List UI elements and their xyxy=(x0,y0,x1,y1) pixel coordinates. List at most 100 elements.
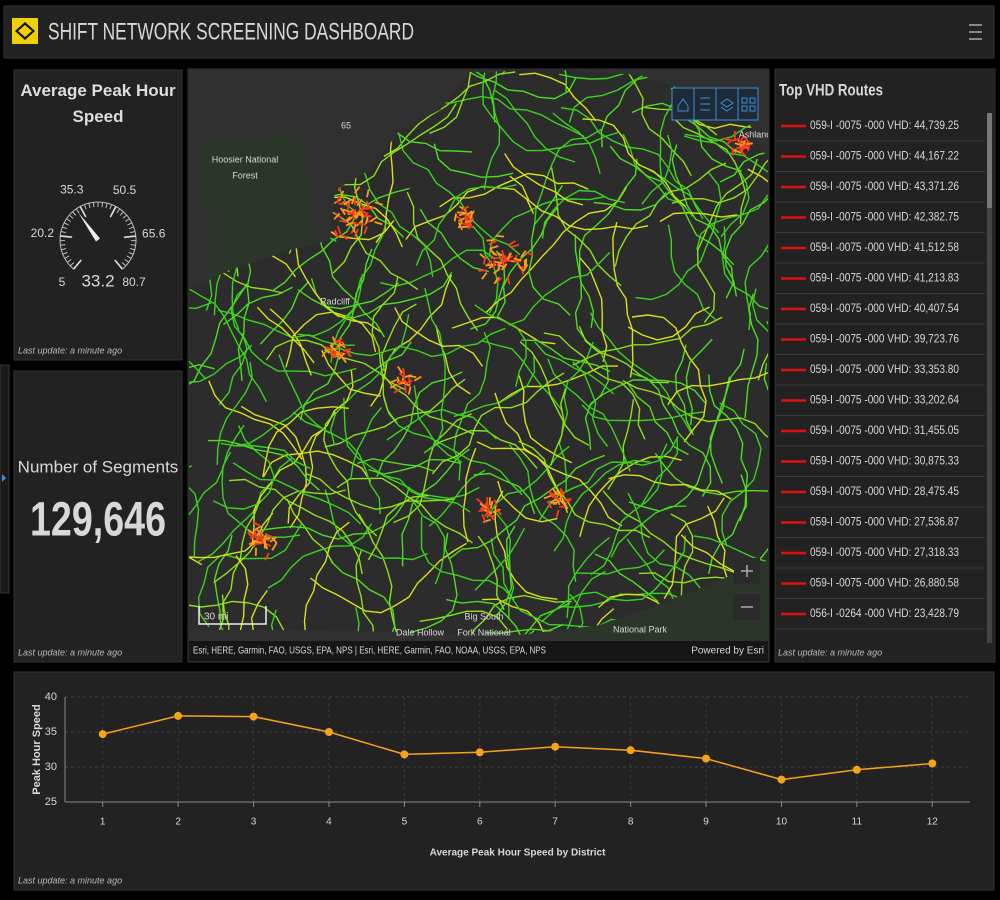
road xyxy=(218,332,248,406)
road xyxy=(584,379,706,450)
road xyxy=(720,168,750,238)
data-point[interactable] xyxy=(702,754,711,763)
basemap-button[interactable] xyxy=(737,87,759,121)
congested-road xyxy=(339,207,346,216)
route-item[interactable]: 059-I -0075 -000 VHD: 27,318.33 xyxy=(810,545,959,559)
road xyxy=(207,439,320,491)
map-label: 65 xyxy=(341,120,351,130)
attribution-bar xyxy=(189,641,768,661)
gauge-tick xyxy=(114,259,124,270)
route-item[interactable]: 059-I -0075 -000 VHD: 41,213.83 xyxy=(810,271,959,285)
route-item[interactable]: 059-I -0075 -000 VHD: 27,536.87 xyxy=(810,515,959,529)
layers-button[interactable] xyxy=(715,87,739,121)
road xyxy=(324,489,428,561)
gauge-minor-tick xyxy=(66,218,71,222)
road xyxy=(552,112,601,174)
chart-panel xyxy=(13,671,995,891)
data-point[interactable] xyxy=(551,742,560,751)
route-item[interactable]: 056-I -0264 -000 VHD: 23,428.79 xyxy=(810,606,959,620)
route-item[interactable]: 059-I -0075 -000 VHD: 28,475.45 xyxy=(810,484,959,498)
route-item[interactable]: 059-I -0075 -000 VHD: 33,353.80 xyxy=(810,362,959,376)
data-point[interactable] xyxy=(400,750,409,759)
zoom-icons xyxy=(741,565,753,608)
congested-road xyxy=(486,239,495,242)
route-item[interactable]: 059-I -0075 -000 VHD: 42,382.75 xyxy=(810,210,959,224)
road xyxy=(428,469,486,527)
road xyxy=(495,602,571,635)
road xyxy=(414,594,572,635)
scroll-thumb[interactable] xyxy=(987,113,992,208)
gauge-minor-tick xyxy=(126,255,132,259)
data-point[interactable] xyxy=(324,728,333,736)
congested-road xyxy=(340,355,347,364)
route-item[interactable]: 059-I -0075 -000 VHD: 40,407.54 xyxy=(810,301,959,315)
route-item[interactable]: 059-I -0075 -000 VHD: 41,512.58 xyxy=(810,240,959,254)
data-point[interactable] xyxy=(98,730,107,739)
route-item[interactable]: 059-I -0075 -000 VHD: 44,167.22 xyxy=(810,149,959,163)
scrollbar[interactable] xyxy=(987,113,992,643)
gauge-minor-tick xyxy=(128,226,134,230)
road xyxy=(671,91,768,204)
chart-footer: Last update: a minute ago xyxy=(18,875,122,885)
gauge-minor-tick xyxy=(62,226,68,230)
gauge-minor-tick xyxy=(124,258,130,263)
gauge-minor-tick xyxy=(88,203,91,209)
x-tick-label: 5 xyxy=(402,817,408,828)
road xyxy=(453,331,491,481)
route-item[interactable]: 059-I -0075 -000 VHD: 44,739.25 xyxy=(810,118,959,132)
road xyxy=(751,288,768,347)
gauge-minor-tick xyxy=(61,248,67,251)
road xyxy=(376,371,463,477)
data-point[interactable] xyxy=(852,765,861,774)
data-point[interactable] xyxy=(777,775,786,784)
road xyxy=(640,437,679,506)
gauge-tick-label: 80.7 xyxy=(122,275,146,289)
menu-button[interactable] xyxy=(969,24,982,40)
gauge-value: 33.2 xyxy=(81,271,114,290)
gauge-minor-tick xyxy=(62,251,68,255)
data-point[interactable] xyxy=(626,746,635,755)
congested-road xyxy=(356,211,365,218)
road xyxy=(654,452,768,515)
routes-panel xyxy=(774,68,996,663)
road xyxy=(671,144,734,299)
congested-road xyxy=(393,387,402,394)
route-item[interactable]: 059-I -0075 -000 VHD: 33,202.64 xyxy=(810,393,959,407)
road xyxy=(558,341,594,492)
road xyxy=(189,363,215,397)
route-item[interactable]: 059-I -0075 -000 VHD: 26,880.58 xyxy=(810,576,959,590)
data-point[interactable] xyxy=(475,748,484,757)
road xyxy=(696,183,768,250)
congested-road xyxy=(247,529,256,536)
route-item[interactable]: 059-I -0075 -000 VHD: 39,723.76 xyxy=(810,332,959,346)
data-point[interactable] xyxy=(174,711,183,720)
road xyxy=(354,161,434,277)
road xyxy=(330,561,396,635)
map-credit: Powered by Esri xyxy=(691,646,764,657)
congested-road xyxy=(397,366,404,374)
congested-road xyxy=(490,245,499,250)
gauge-minor-tick xyxy=(69,262,75,267)
road xyxy=(355,607,369,635)
home-icon xyxy=(677,98,689,112)
road xyxy=(420,516,515,601)
route-item[interactable]: 059-I -0075 -000 VHD: 43,371.26 xyxy=(810,179,959,193)
scale-bar-line xyxy=(198,606,267,625)
road xyxy=(558,70,715,80)
road xyxy=(574,234,609,407)
route-item[interactable]: 059-I -0075 -000 VHD: 30,875.33 xyxy=(810,454,959,468)
road xyxy=(189,555,203,584)
gauge-title-box: Average Peak Hour Speed xyxy=(20,81,175,126)
data-point[interactable] xyxy=(928,759,937,768)
congested-road xyxy=(333,212,341,220)
road xyxy=(608,474,732,500)
routes-footer: Last update: a minute ago xyxy=(778,647,882,657)
congested-road xyxy=(248,539,257,546)
x-tick-label: 12 xyxy=(927,817,939,828)
home-button[interactable] xyxy=(671,87,695,121)
data-point[interactable] xyxy=(249,712,258,721)
route-item[interactable]: 059-I -0075 -000 VHD: 31,455.05 xyxy=(810,423,959,437)
routes-title: Top VHD Routes xyxy=(779,80,883,99)
road xyxy=(518,440,651,539)
congested-road xyxy=(559,499,567,507)
